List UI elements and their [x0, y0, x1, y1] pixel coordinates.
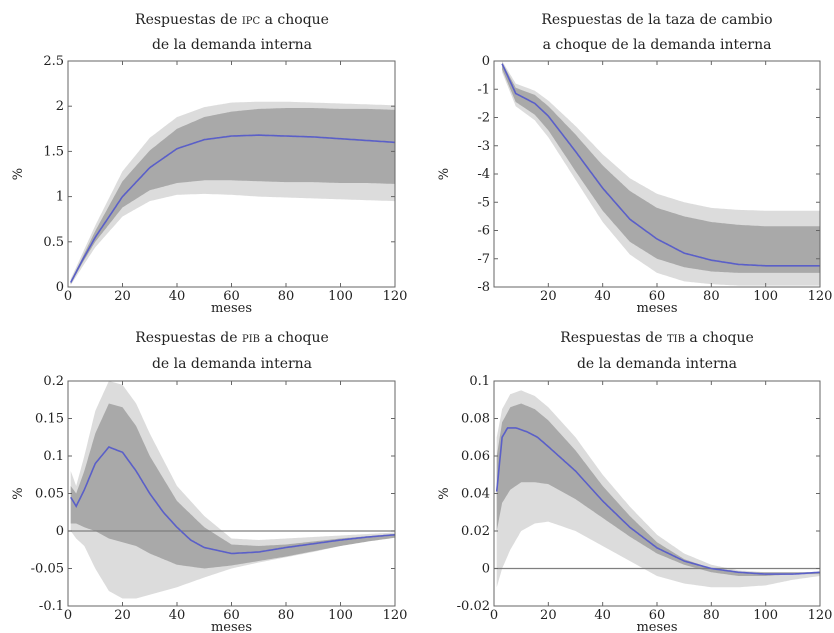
x-tick-label: 20: [540, 608, 557, 623]
y-axis-label: %: [437, 487, 452, 499]
median-response-line: [495, 427, 820, 575]
x-tick-label: 100: [753, 289, 778, 304]
y-tick-label: 0.06: [461, 449, 490, 464]
y-tick-label: -2: [477, 111, 490, 126]
y-axis-label: %: [11, 168, 26, 180]
median-response-line: [69, 134, 395, 283]
y-tick-label: -0.05: [31, 562, 64, 577]
panel-1: Respuestas de IPC a choque de la demanda …: [11, 12, 407, 316]
x-tick-label: 40: [594, 608, 611, 623]
x-tick-label: 40: [594, 289, 611, 304]
panel-3: Respuestas de PIB a choque de la demanda …: [11, 330, 407, 633]
x-tick-label: 20: [540, 289, 557, 304]
y-tick-label: -8: [477, 280, 490, 295]
y-tick-label: 2.5: [43, 54, 64, 69]
y-tick-label: -0.02: [457, 599, 490, 614]
y-tick-label: 0: [482, 562, 490, 577]
plot-area: [68, 381, 395, 599]
x-tick-label: 120: [808, 289, 833, 304]
panel-2: Respuestas de la taza de cambio a choque …: [437, 12, 832, 316]
panel-title-line1: Respuestas de IPC a choque: [135, 12, 329, 28]
y-tick-label: -3: [477, 139, 490, 154]
y-tick-label: 0.02: [461, 524, 490, 539]
x-tick-label: 40: [169, 289, 186, 304]
y-tick-label: -4: [477, 167, 490, 182]
panel-title-line1: Respuestas de la taza de cambio: [541, 12, 772, 28]
y-axis-label: %: [11, 487, 26, 499]
x-axis-label: meses: [211, 301, 252, 316]
x-tick-label: 120: [808, 608, 833, 623]
y-tick-label: 1.5: [43, 144, 64, 159]
x-tick-label: 20: [114, 608, 131, 623]
y-tick-label: 0: [56, 280, 64, 295]
y-tick-label: -6: [477, 224, 490, 239]
y-tick-label: -0.1: [39, 599, 64, 614]
y-tick-label: -7: [477, 252, 490, 267]
y-tick-label: 1: [56, 190, 64, 205]
inner-confidence-band: [502, 62, 820, 273]
y-tick-label: 0.05: [35, 487, 64, 502]
x-tick-label: 0: [64, 608, 72, 623]
y-tick-label: 0: [482, 54, 490, 69]
panel-title-line1: Respuestas de TIB a choque: [560, 330, 754, 346]
x-tick-label: 100: [753, 608, 778, 623]
panel-title-line2: de la demanda interna: [152, 356, 312, 372]
x-axis-label: meses: [636, 301, 677, 316]
x-tick-label: 60: [223, 608, 240, 623]
panel-title-line2: a choque de la demanda interna: [543, 37, 772, 53]
x-tick-label: 100: [328, 289, 353, 304]
inner-confidence-band: [496, 403, 820, 576]
y-tick-label: 0.1: [43, 449, 64, 464]
x-axis-label: meses: [636, 620, 677, 633]
x-tick-label: 100: [328, 608, 353, 623]
inner-confidence-band: [70, 108, 395, 285]
y-tick-label: -1: [477, 82, 490, 97]
y-tick-label: 2: [56, 99, 64, 114]
x-tick-label: 0: [64, 289, 72, 304]
x-tick-label: 80: [703, 608, 720, 623]
y-tick-label: -5: [477, 195, 490, 210]
y-tick-label: 0.15: [35, 412, 64, 427]
plot-area: [501, 61, 820, 286]
y-tick-label: 0.04: [461, 487, 490, 502]
x-tick-label: 80: [703, 289, 720, 304]
panel-title-line1: Respuestas de PIB a choque: [135, 330, 329, 346]
y-tick-label: 0.5: [43, 235, 64, 250]
y-tick-label: 0: [56, 524, 64, 539]
y-tick-label: 0.2: [43, 374, 64, 389]
median-response-line: [501, 63, 820, 267]
x-tick-label: 60: [223, 289, 240, 304]
x-tick-label: 60: [649, 608, 666, 623]
x-tick-label: 120: [383, 289, 408, 304]
y-axis-label: %: [437, 168, 452, 180]
x-tick-label: 20: [114, 289, 131, 304]
x-tick-label: 120: [383, 608, 408, 623]
median-response-line: [70, 446, 395, 555]
x-tick-label: 80: [278, 608, 295, 623]
x-tick-label: 0: [490, 608, 498, 623]
panel-title-line2: de la demanda interna: [152, 37, 312, 53]
x-axis-label: meses: [211, 620, 252, 633]
y-tick-label: 0.1: [469, 374, 490, 389]
x-tick-label: 60: [649, 289, 666, 304]
panel-4: Respuestas de TIB a choque de la demanda …: [437, 330, 832, 633]
x-tick-label: 40: [169, 608, 186, 623]
y-tick-label: 0.08: [461, 412, 490, 427]
plot-area: [69, 101, 395, 286]
panel-title-line2: de la demanda interna: [577, 356, 737, 372]
inner-confidence-band: [70, 403, 395, 569]
x-tick-label: 80: [278, 289, 295, 304]
plot-area: [494, 390, 820, 588]
